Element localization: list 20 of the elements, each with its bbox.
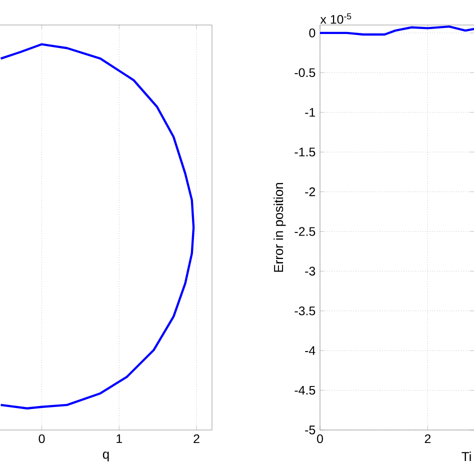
y-tick-label: -1 (305, 108, 316, 117)
x-axis-title: q (102, 452, 109, 462)
y-tick-label: -5 (305, 426, 316, 434)
text: x 10$^{-5}$ (320, 13, 352, 24)
y-axis-title: Error in position (274, 183, 286, 272)
y-tick-label: -4.5 (294, 386, 316, 395)
y-tick-label: -2.5 (294, 227, 316, 236)
x-tick-label: 1 (116, 434, 122, 443)
x-tick-label: 0 (317, 434, 323, 444)
x-tick-label: 2 (424, 434, 431, 444)
y-tick-label: -1.5 (294, 148, 316, 156)
y-tick-label: -3.5 (294, 306, 316, 316)
y-tick-label: -4 (305, 346, 316, 355)
y-tick-label: -0.5 (294, 68, 316, 78)
x-axis-title: Ti (462, 452, 471, 462)
x-tick-label: 2 (194, 434, 200, 444)
y-tick-label: 0 (309, 28, 316, 38)
y-tick-label: -3 (305, 266, 316, 276)
x-tick-label: 0 (38, 434, 45, 444)
y-tick-label: -2 (305, 187, 316, 196)
